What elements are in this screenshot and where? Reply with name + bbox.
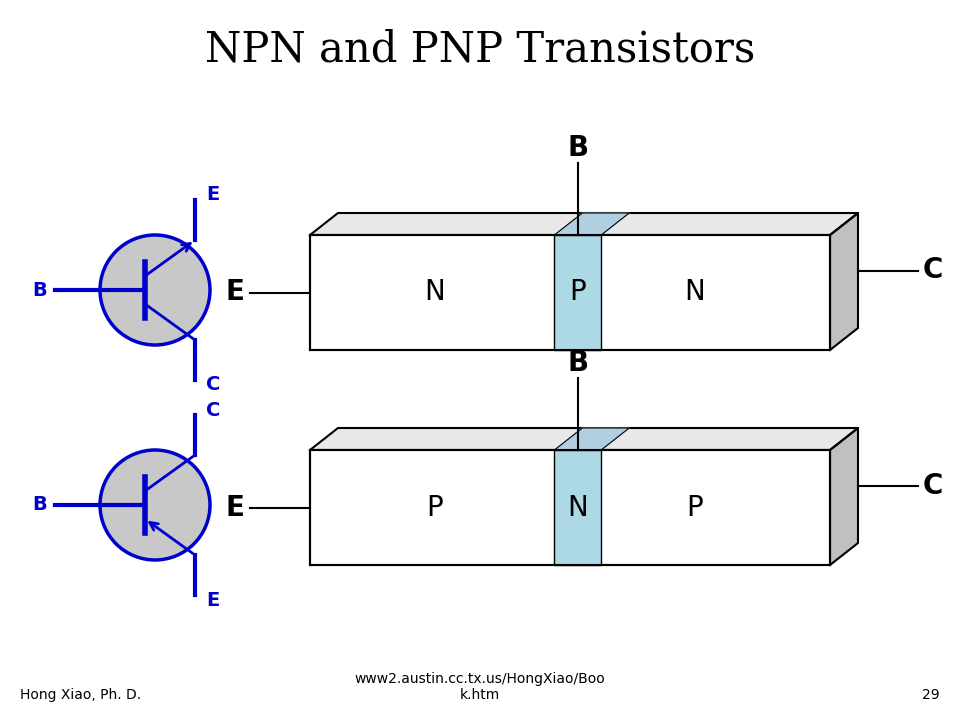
- Bar: [555, 450, 601, 565]
- Text: NPN and PNP Transistors: NPN and PNP Transistors: [204, 29, 756, 71]
- Text: P: P: [686, 493, 703, 521]
- Polygon shape: [310, 213, 858, 235]
- Text: C: C: [923, 472, 943, 500]
- Text: B: B: [33, 281, 47, 300]
- Text: E: E: [206, 186, 220, 204]
- Text: N: N: [567, 493, 588, 521]
- Polygon shape: [830, 213, 858, 350]
- Text: N: N: [684, 279, 706, 307]
- Text: C: C: [923, 256, 943, 284]
- Polygon shape: [555, 428, 629, 450]
- Circle shape: [100, 450, 210, 560]
- Text: B: B: [567, 134, 588, 162]
- Polygon shape: [555, 213, 629, 235]
- Text: N: N: [424, 279, 445, 307]
- Text: P: P: [426, 493, 444, 521]
- Text: E: E: [226, 279, 245, 307]
- Text: www2.austin.cc.tx.us/HongXiao/Boo
k.htm: www2.austin.cc.tx.us/HongXiao/Boo k.htm: [354, 672, 606, 702]
- Polygon shape: [830, 428, 858, 565]
- Text: C: C: [205, 400, 220, 420]
- Bar: [310, 235, 830, 350]
- Bar: [555, 235, 601, 350]
- Text: B: B: [567, 349, 588, 377]
- Circle shape: [100, 235, 210, 345]
- Text: P: P: [569, 279, 587, 307]
- Bar: [310, 450, 830, 565]
- Text: B: B: [33, 495, 47, 515]
- Text: E: E: [226, 493, 245, 521]
- Text: Hong Xiao, Ph. D.: Hong Xiao, Ph. D.: [20, 688, 141, 702]
- Text: C: C: [205, 376, 220, 395]
- Text: E: E: [206, 590, 220, 610]
- Text: 29: 29: [923, 688, 940, 702]
- Polygon shape: [310, 428, 858, 450]
